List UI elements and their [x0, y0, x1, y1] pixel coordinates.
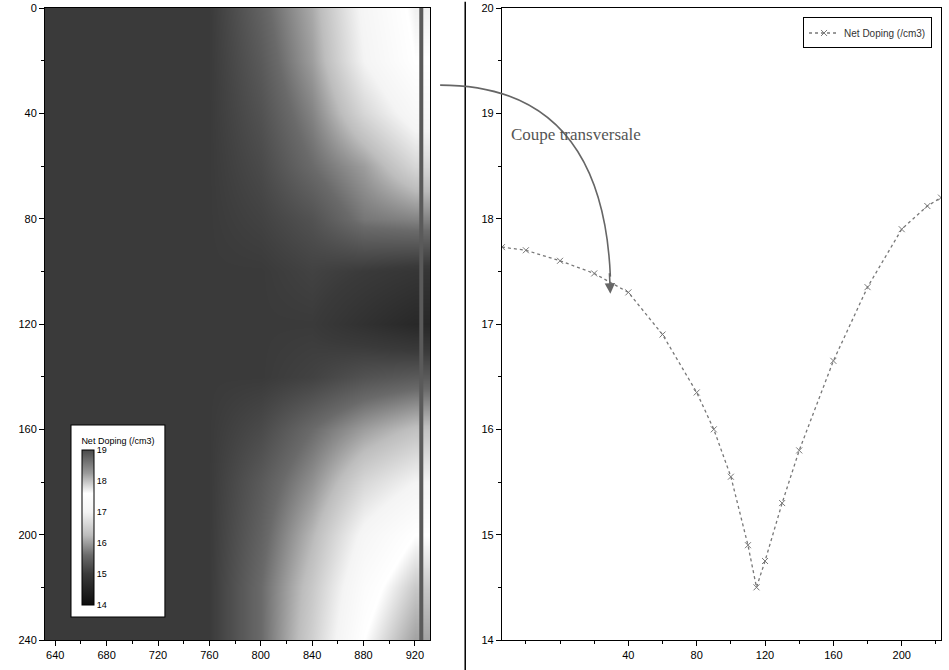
- svg-text:200: 200: [18, 529, 36, 541]
- svg-text:680: 680: [97, 649, 115, 661]
- svg-text:840: 840: [303, 649, 321, 661]
- svg-text:20: 20: [482, 2, 494, 14]
- svg-text:240: 240: [18, 634, 36, 646]
- svg-text:Net Doping (/cm3): Net Doping (/cm3): [81, 436, 154, 446]
- svg-text:880: 880: [354, 649, 372, 661]
- svg-text:760: 760: [200, 649, 218, 661]
- svg-text:16: 16: [482, 423, 494, 435]
- svg-text:18: 18: [97, 476, 107, 486]
- svg-text:19: 19: [482, 107, 494, 119]
- svg-text:40: 40: [622, 649, 634, 661]
- svg-text:720: 720: [149, 649, 167, 661]
- svg-text:800: 800: [252, 649, 270, 661]
- svg-text:80: 80: [691, 649, 703, 661]
- svg-text:19: 19: [97, 445, 107, 455]
- svg-text:15: 15: [97, 569, 107, 579]
- svg-text:160: 160: [824, 649, 842, 661]
- svg-text:Coupe transversale: Coupe transversale: [511, 125, 641, 144]
- svg-text:16: 16: [97, 538, 107, 548]
- svg-text:160: 160: [18, 423, 36, 435]
- svg-text:80: 80: [25, 213, 37, 225]
- svg-text:17: 17: [97, 507, 107, 517]
- svg-text:120: 120: [756, 649, 774, 661]
- svg-text:17: 17: [482, 318, 494, 330]
- svg-text:120: 120: [18, 318, 36, 330]
- svg-text:15: 15: [482, 529, 494, 541]
- svg-text:40: 40: [25, 107, 37, 119]
- svg-text:920: 920: [406, 649, 424, 661]
- svg-text:18: 18: [482, 213, 494, 225]
- svg-text:Net Doping (/cm3): Net Doping (/cm3): [844, 28, 925, 39]
- svg-text:14: 14: [482, 634, 494, 646]
- svg-text:640: 640: [46, 649, 64, 661]
- svg-text:0: 0: [31, 2, 37, 14]
- svg-text:14: 14: [97, 600, 107, 610]
- svg-text:200: 200: [893, 649, 911, 661]
